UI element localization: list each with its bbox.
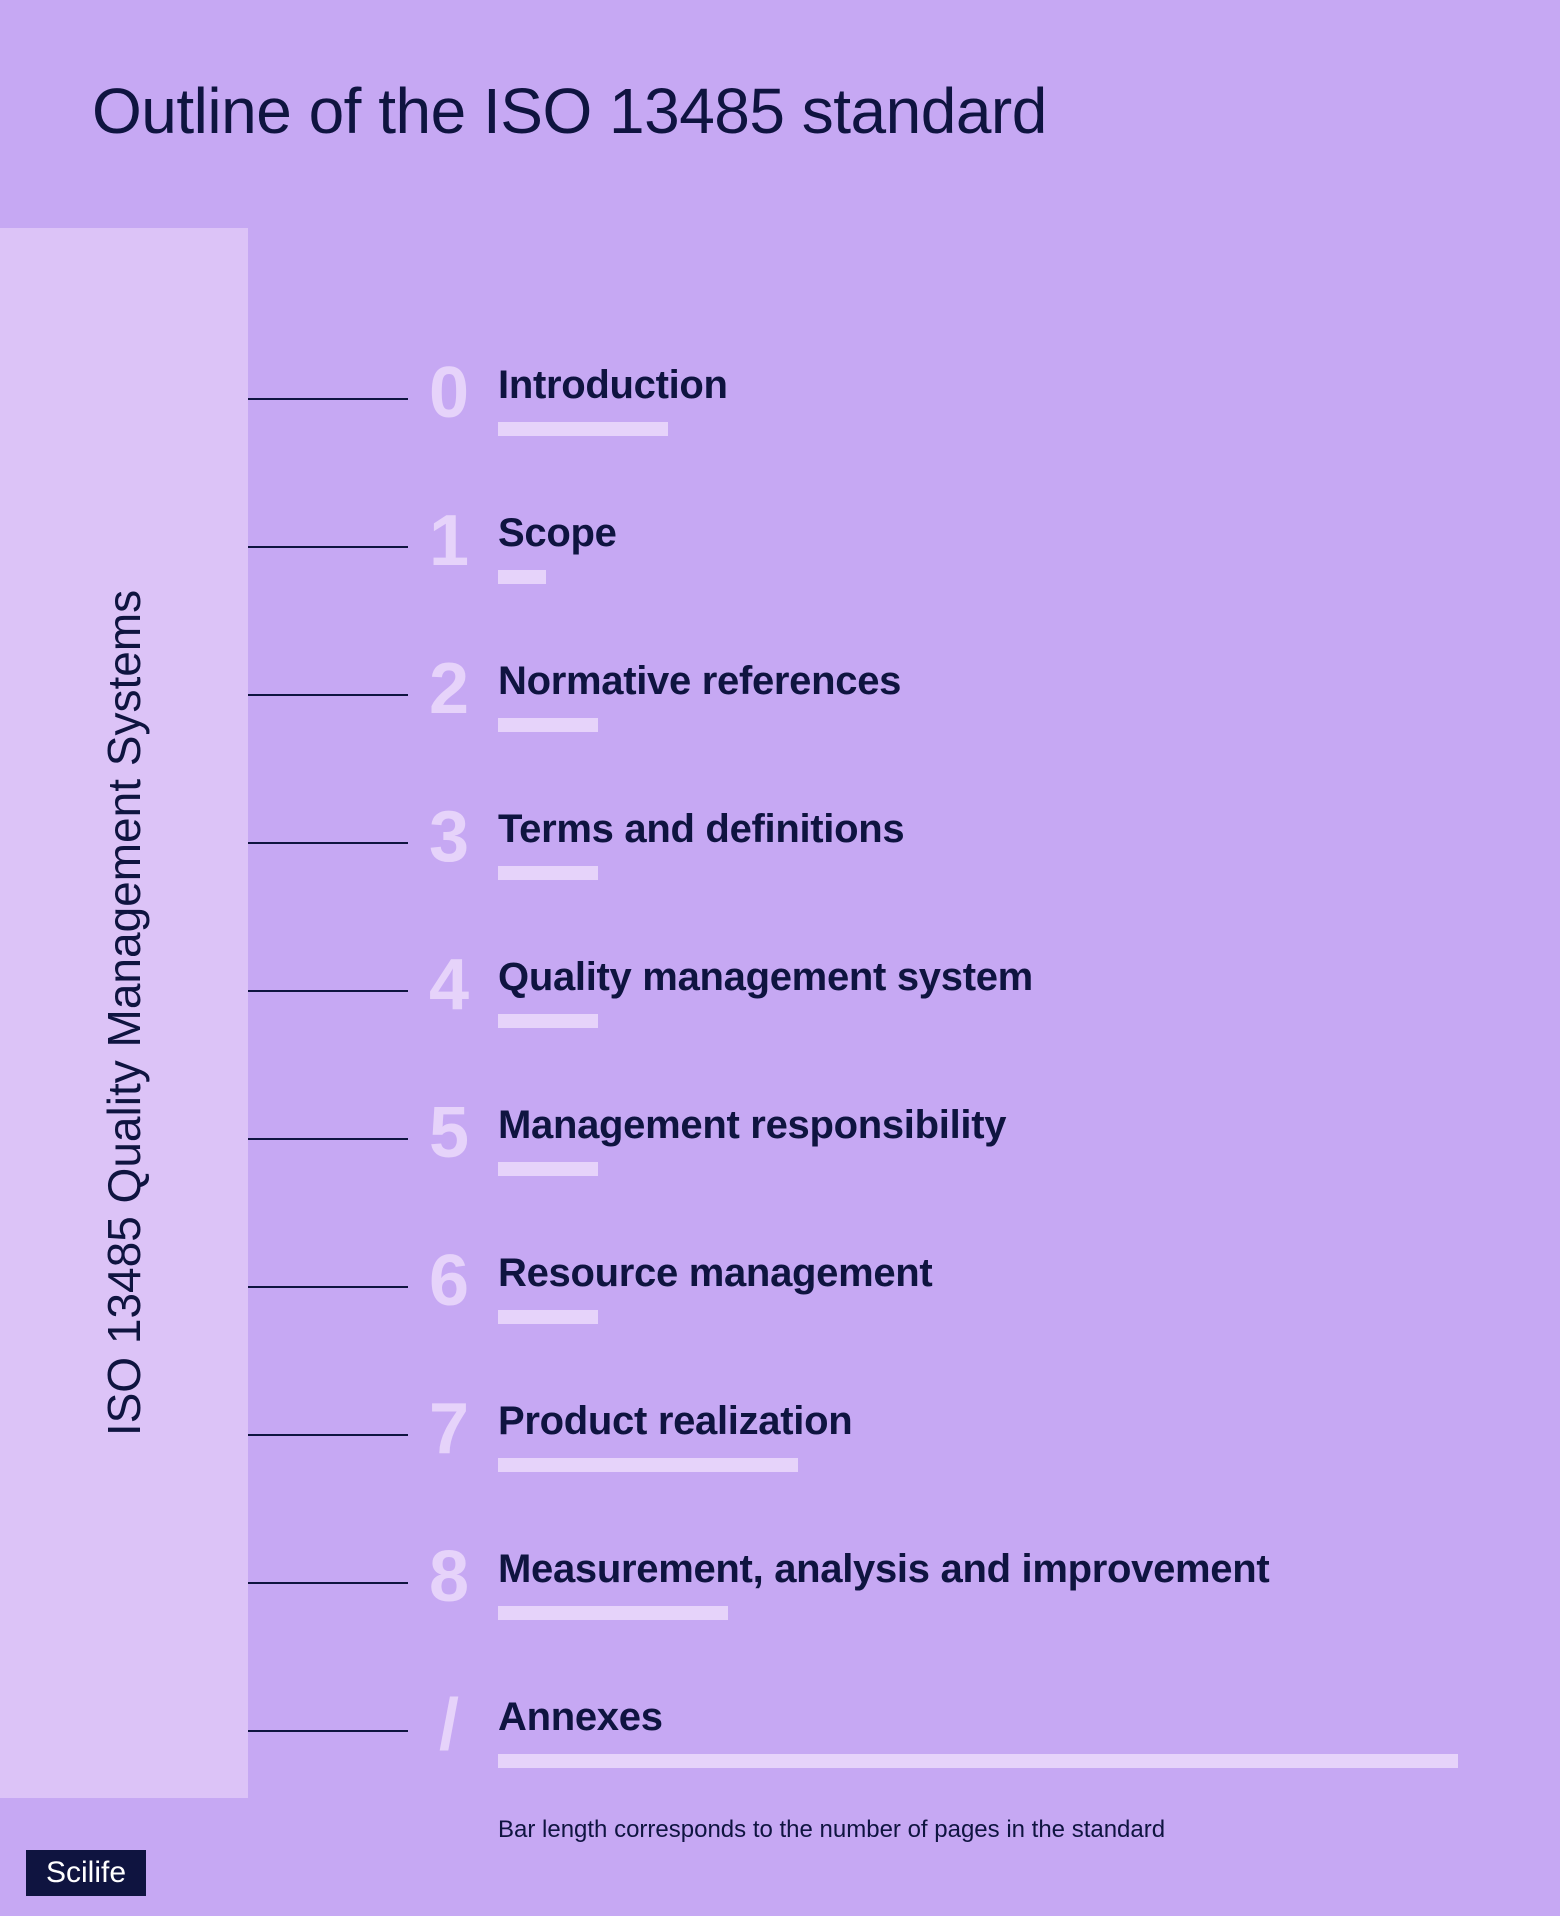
section-number: / [408,1689,490,1761]
section-number: 1 [408,505,490,577]
section-content: Resource management [490,1251,1538,1324]
page-count-bar [498,1606,728,1620]
connector-line [248,1286,408,1288]
section-label: Introduction [498,363,1538,408]
section-content: Product realization [490,1399,1538,1472]
section-number: 7 [408,1393,490,1465]
section-label: Annexes [498,1695,1538,1740]
connector-line [248,1582,408,1584]
section-number: 2 [408,653,490,725]
section-row: 4Quality management system [248,917,1538,1065]
section-row: 2Normative references [248,621,1538,769]
logo-badge: Scilife [26,1850,146,1896]
section-label: Management responsibility [498,1103,1538,1148]
section-row: /Annexes [248,1657,1538,1805]
section-rows: 0Introduction1Scope2Normative references… [248,325,1538,1805]
section-content: Introduction [490,363,1538,436]
connector-line [248,842,408,844]
page-count-bar [498,866,598,880]
connector-line [248,694,408,696]
page-count-bar [498,1162,598,1176]
page-count-bar [498,1754,1458,1768]
page-count-bar [498,422,668,436]
section-row: 1Scope [248,473,1538,621]
section-row: 6Resource management [248,1213,1538,1361]
section-row: 0Introduction [248,325,1538,473]
page-count-bar [498,718,598,732]
section-number: 6 [408,1245,490,1317]
side-panel-label: ISO 13485 Quality Management Systems [97,590,151,1436]
section-number: 4 [408,949,490,1021]
page-count-bar [498,1310,598,1324]
section-content: Measurement, analysis and improvement [490,1547,1538,1620]
section-content: Management responsibility [490,1103,1538,1176]
section-label: Product realization [498,1399,1538,1444]
section-label: Normative references [498,659,1538,704]
connector-line [248,1730,408,1732]
section-content: Quality management system [490,955,1538,1028]
connector-line [248,1434,408,1436]
section-number: 0 [408,357,490,429]
section-label: Measurement, analysis and improvement [498,1547,1538,1592]
page-title: Outline of the ISO 13485 standard [92,74,1047,148]
section-number: 8 [408,1541,490,1613]
page-count-bar [498,1458,798,1472]
infographic-canvas: Outline of the ISO 13485 standard ISO 13… [0,0,1560,1916]
section-content: Terms and definitions [490,807,1538,880]
section-row: 5Management responsibility [248,1065,1538,1213]
section-label: Quality management system [498,955,1538,1000]
side-panel: ISO 13485 Quality Management Systems [0,228,248,1798]
bar-caption: Bar length corresponds to the number of … [498,1816,1165,1844]
page-count-bar [498,570,546,584]
section-row: 8Measurement, analysis and improvement [248,1509,1538,1657]
section-row: 7Product realization [248,1361,1538,1509]
connector-line [248,990,408,992]
section-label: Terms and definitions [498,807,1538,852]
section-number: 5 [408,1097,490,1169]
section-content: Annexes [490,1695,1538,1768]
connector-line [248,398,408,400]
connector-line [248,546,408,548]
section-number: 3 [408,801,490,873]
page-count-bar [498,1014,598,1028]
section-label: Resource management [498,1251,1538,1296]
connector-line [248,1138,408,1140]
section-row: 3Terms and definitions [248,769,1538,917]
section-content: Scope [490,511,1538,584]
section-label: Scope [498,511,1538,556]
section-content: Normative references [490,659,1538,732]
